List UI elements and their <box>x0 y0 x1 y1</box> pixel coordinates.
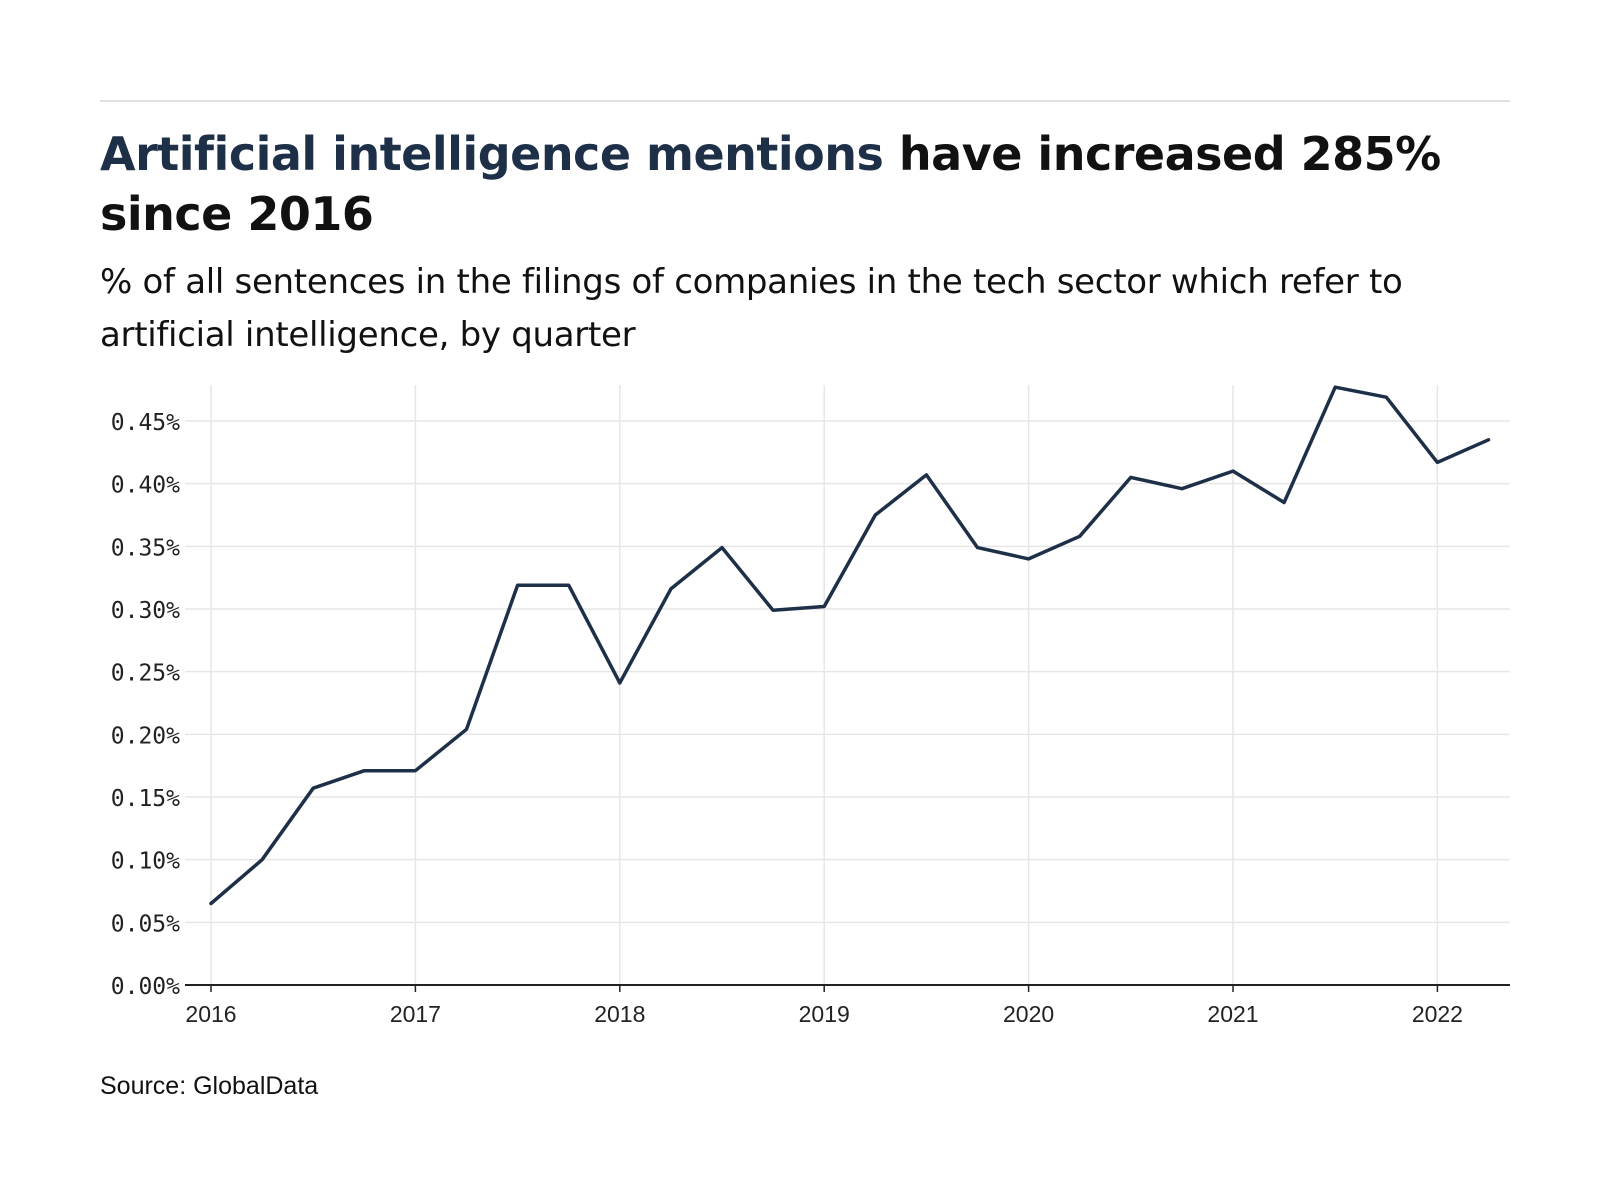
data-point <box>720 546 724 550</box>
chart-title-rest: have increased 285% since 2016 <box>100 127 1441 241</box>
y-tick-label: 0.15% <box>111 786 180 812</box>
data-point <box>311 786 315 790</box>
data-point <box>1129 475 1133 479</box>
data-point <box>567 583 571 587</box>
data-point <box>771 608 775 612</box>
data-point <box>362 769 366 773</box>
data-point <box>413 769 417 773</box>
data-point <box>1231 469 1235 473</box>
data-point <box>873 513 877 517</box>
y-gridlines <box>185 420 1510 924</box>
y-tick-label: 0.45% <box>111 410 180 436</box>
chart-subtitle: % of all sentences in the filings of com… <box>100 262 1403 355</box>
data-point <box>1027 557 1031 561</box>
data-point <box>1487 438 1491 442</box>
y-tick-labels: 0.00% 0.05% 0.10% 0.15% 0.20% 0.25% 0.30% 0.35%… <box>111 410 180 1000</box>
y-tick-label: 0.10% <box>111 849 180 875</box>
data-point <box>669 587 673 591</box>
source-note: Source: GlobalData <box>100 1072 319 1100</box>
data-point <box>1180 487 1184 491</box>
data-point <box>516 583 520 587</box>
data-point <box>822 604 826 608</box>
y-tick-label: 0.30% <box>111 598 180 624</box>
data-point <box>618 681 622 685</box>
data-point <box>209 902 213 906</box>
x-tick-label: 2018 <box>594 1001 645 1027</box>
x-gridlines <box>210 385 1439 992</box>
y-tick-label: 0.05% <box>111 911 180 937</box>
x-tick-label: 2022 <box>1412 1001 1463 1027</box>
x-tick-label: 2016 <box>185 1001 236 1027</box>
y-tick-label: 0.25% <box>111 661 180 687</box>
x-tick-label: 2021 <box>1207 1001 1258 1027</box>
data-point <box>976 546 980 550</box>
series-line <box>209 385 1491 906</box>
y-tick-label: 0.40% <box>111 473 180 499</box>
x-tick-labels: 2016 2017 2018 2019 2020 2021 2022 <box>185 1001 1463 1027</box>
y-tick-label: 0.35% <box>111 535 180 561</box>
data-point <box>1435 460 1439 464</box>
data-point <box>1384 395 1388 399</box>
data-point <box>1333 385 1337 389</box>
y-tick-label: 0.00% <box>111 974 180 1000</box>
chart-title: Artificial intelligence mentions have in… <box>100 124 1520 244</box>
data-point <box>465 727 469 731</box>
data-point <box>924 473 928 477</box>
data-point <box>1078 534 1082 538</box>
x-tick-label: 2020 <box>1003 1001 1054 1027</box>
data-points <box>209 385 1491 905</box>
y-tick-label: 0.20% <box>111 723 180 749</box>
chart-title-accent: Artificial intelligence mentions <box>100 127 884 181</box>
top-divider <box>100 100 1510 102</box>
data-point <box>260 858 264 862</box>
data-point <box>1282 500 1286 504</box>
x-tick-label: 2017 <box>390 1001 441 1027</box>
x-tick-label: 2019 <box>799 1001 850 1027</box>
